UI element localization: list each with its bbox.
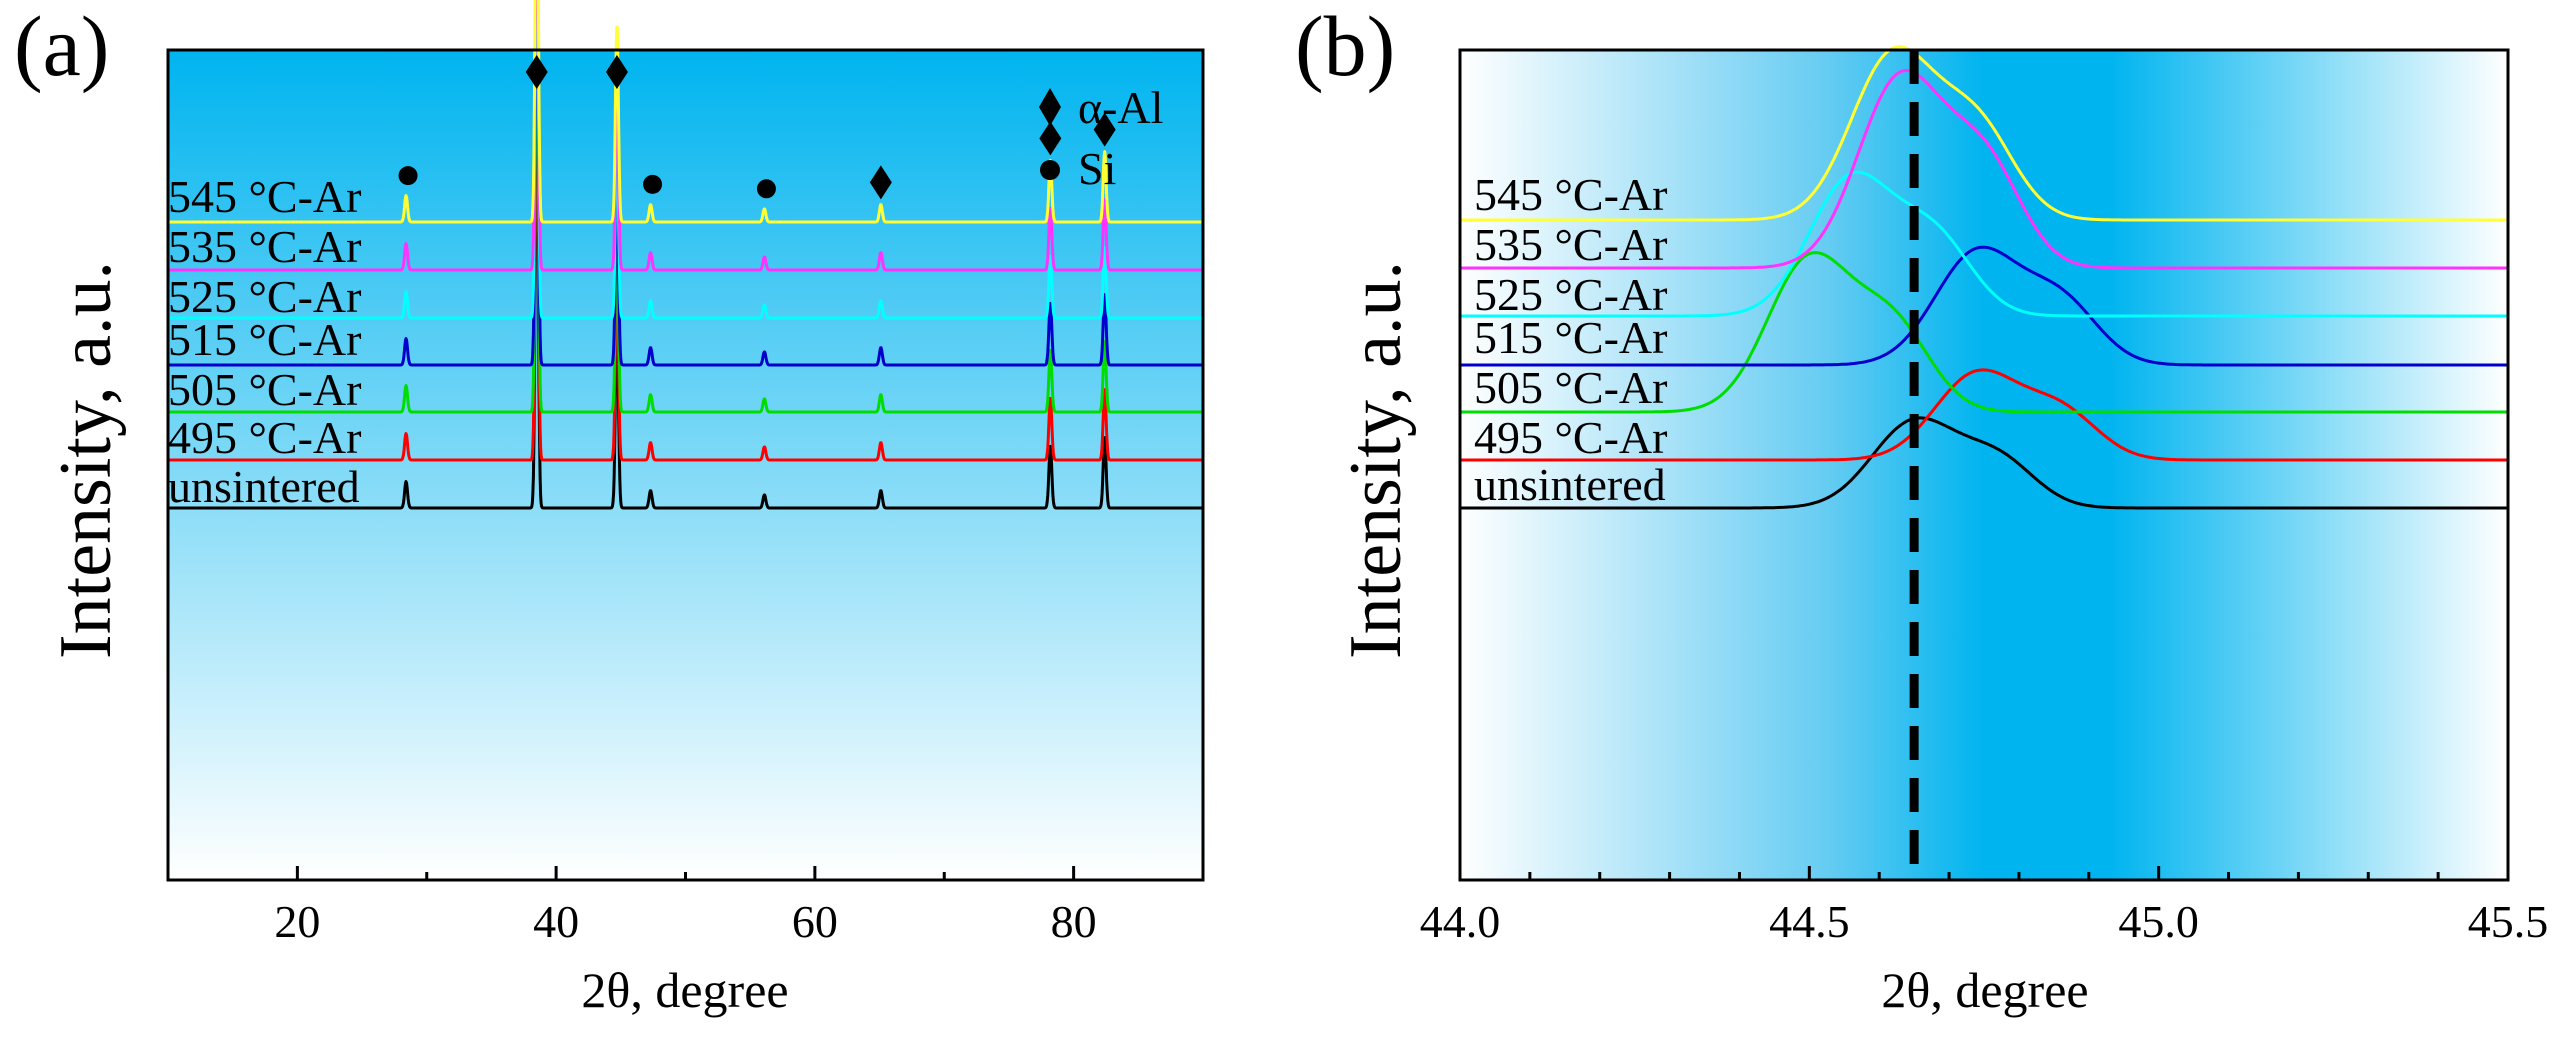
panel-a-series-505-c-ar xyxy=(167,0,1204,414)
panel-b-x-axis: 44.0 44.5 45.0 45.5 xyxy=(1420,866,2549,947)
alpha-al-marker xyxy=(525,55,548,89)
panel-b-x-axis-title: 2θ, degree xyxy=(1881,962,2088,1018)
alpha-al-marker xyxy=(1093,112,1116,147)
panel-b-x-tick-label: 45.5 xyxy=(2468,896,2549,947)
panel-a-x-tick-label: 60 xyxy=(792,896,838,947)
panel-a-series-unsintered xyxy=(167,73,1204,510)
panel-b-label: (b) xyxy=(1295,0,1395,94)
panel-a-series-group xyxy=(167,0,1204,510)
panel-b-series-unsintered xyxy=(1460,416,2508,510)
si-marker xyxy=(398,166,418,186)
alpha-al-marker xyxy=(869,165,892,200)
panel-b-series-group xyxy=(1460,45,2508,510)
si-marker xyxy=(643,174,663,194)
panel-a-x-axis-title: 2θ, degree xyxy=(581,962,788,1018)
panel-b-series-545-c-ar xyxy=(1460,45,2508,222)
panel-a-y-axis-title: Intensity, a.u. xyxy=(45,261,127,659)
panel-b-series-label-535-c-ar: 535 °C-Ar xyxy=(1474,219,1667,270)
panel-b-series-label-505-c-ar: 505 °C-Ar xyxy=(1474,362,1667,413)
panel-a-series-label-545-c-ar: 545 °C-Ar xyxy=(168,171,361,222)
panel-a-legend: α-Al Si xyxy=(1039,82,1163,194)
legend-diamond-marker xyxy=(1039,88,1061,126)
panel-b-x-tick-label: 44.5 xyxy=(1769,896,1850,947)
panel-b-series-label-525-c-ar: 525 °C-Ar xyxy=(1474,269,1667,320)
panel-b-x-tick-label: 45.0 xyxy=(2118,896,2199,947)
panel-b-series-535-c-ar xyxy=(1460,68,2508,270)
panel-b-series-515-c-ar xyxy=(1460,245,2508,367)
panel-a-series-label-525-c-ar: 525 °C-Ar xyxy=(168,271,361,322)
alpha-al-marker xyxy=(605,55,628,89)
panel-a-series-495-c-ar xyxy=(167,25,1204,462)
panel-b-x-tick-label: 44.0 xyxy=(1420,896,1501,947)
panel-b-series-label-495-c-ar: 495 °C-Ar xyxy=(1474,412,1667,463)
panel-a-series-515-c-ar xyxy=(167,0,1204,367)
panel-b-series-label-unsintered: unsintered xyxy=(1474,459,1666,510)
panel-a-series-label-495-c-ar: 495 °C-Ar xyxy=(168,412,361,463)
panel-a-series-535-c-ar xyxy=(167,0,1204,272)
panel-a-x-axis: 20 40 60 80 xyxy=(166,866,1205,947)
legend-alpha-al-label: α-Al xyxy=(1078,82,1163,133)
panel-a-x-tick-label: 20 xyxy=(274,896,320,947)
panel-a-x-tick-label: 40 xyxy=(533,896,579,947)
panel-a-series-label-unsintered: unsintered xyxy=(168,461,360,512)
panel-b-series-495-c-ar xyxy=(1460,368,2508,462)
panel-a-series-label-515-c-ar: 515 °C-Ar xyxy=(168,314,361,365)
panel-a-phase-markers xyxy=(398,55,1116,200)
legend-si-label: Si xyxy=(1078,143,1116,194)
panel-b-series-505-c-ar xyxy=(1460,251,2508,414)
panel-a-series-525-c-ar xyxy=(167,0,1204,320)
panel-b-series-525-c-ar xyxy=(1460,170,2508,318)
panel-b-series-label-515-c-ar: 515 °C-Ar xyxy=(1474,312,1667,363)
panel-b-frame xyxy=(1458,48,2510,882)
panel-a-x-tick-label: 80 xyxy=(1051,896,1097,947)
panel-b-series-label-545-c-ar: 545 °C-Ar xyxy=(1474,169,1667,220)
panel-a-label: (a) xyxy=(14,0,109,94)
panel-a-series-label-505-c-ar: 505 °C-Ar xyxy=(168,364,361,415)
panel-b-y-axis-title: Intensity, a.u. xyxy=(1335,261,1417,659)
si-marker xyxy=(756,179,776,199)
panel-a-plot-area xyxy=(168,50,1203,880)
panel-a-series-545-c-ar xyxy=(167,0,1204,224)
panel-b-plot-area xyxy=(1460,50,2508,880)
alpha-al-marker xyxy=(1039,121,1062,156)
legend-circle-marker xyxy=(1040,160,1060,180)
panel-a-series-label-535-c-ar: 535 °C-Ar xyxy=(168,221,361,272)
